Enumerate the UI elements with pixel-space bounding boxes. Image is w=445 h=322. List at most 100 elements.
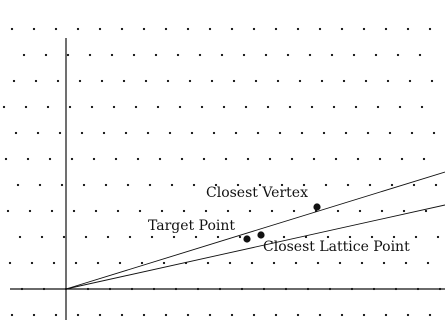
- closest-lattice-point-label: Closest Lattice Point: [263, 239, 410, 255]
- lattice-point: [50, 209, 54, 213]
- lattice-point: [4, 157, 8, 161]
- lattice-point: [74, 261, 78, 265]
- lattice-point: [30, 261, 34, 265]
- lattice-point: [106, 235, 110, 239]
- lattice-point: [142, 313, 146, 317]
- lattice-point: [408, 79, 412, 83]
- lattice-point: [396, 53, 400, 57]
- lattice-point: [186, 313, 190, 317]
- lattice-point: [142, 27, 146, 31]
- lattice-point: [94, 209, 98, 213]
- lattice-point: [172, 235, 176, 239]
- lattice-point: [354, 105, 358, 109]
- lattice-point: [398, 105, 402, 109]
- lattice-point: [352, 53, 356, 57]
- lattice-point: [412, 183, 416, 187]
- lattice-point: [230, 27, 234, 31]
- closest-lattice-point: [257, 231, 265, 239]
- lattice-point: [66, 53, 70, 57]
- lattice-point: [302, 183, 306, 187]
- lattice-point: [120, 313, 124, 317]
- lattice-point: [326, 235, 330, 239]
- lattice-point: [8, 261, 12, 265]
- lattice-point: [122, 79, 126, 83]
- lattice-point: [224, 157, 228, 161]
- lattice-point: [164, 313, 168, 317]
- lattice-point: [304, 235, 308, 239]
- lattice-point: [124, 131, 128, 135]
- lattice-point: [102, 131, 106, 135]
- lattice-point: [380, 209, 384, 213]
- lattice-point: [402, 209, 406, 213]
- lattice-point: [68, 105, 72, 109]
- target-point-label: Target Point: [148, 218, 235, 234]
- lattice-point: [374, 53, 378, 57]
- lattice-point: [308, 53, 312, 57]
- lattice-point: [38, 183, 42, 187]
- lattice-point: [248, 209, 252, 213]
- lattice-point: [244, 105, 248, 109]
- lattice-point: [178, 105, 182, 109]
- lattice-point: [208, 313, 212, 317]
- lattice-point: [202, 157, 206, 161]
- lattice-point: [430, 79, 434, 83]
- lattice-point: [418, 53, 422, 57]
- lattice-point: [2, 105, 6, 109]
- lattice-point: [376, 105, 380, 109]
- lattice-point: [226, 209, 230, 213]
- lattice-point-grid: [2, 27, 442, 317]
- lattice-point: [112, 105, 116, 109]
- lattice-point: [272, 261, 276, 265]
- lattice-point: [206, 261, 210, 265]
- lattice-point: [16, 183, 20, 187]
- lattice-point: [234, 131, 238, 135]
- lattice-point: [76, 313, 80, 317]
- lattice-point: [406, 313, 410, 317]
- lattice-point: [338, 261, 342, 265]
- lattice-point: [292, 209, 296, 213]
- lattice-point: [274, 313, 278, 317]
- lattice-point: [318, 27, 322, 31]
- lattice-point: [28, 209, 32, 213]
- lattice-point: [404, 261, 408, 265]
- lattice-point: [362, 27, 366, 31]
- lattice-point: [54, 313, 58, 317]
- lattice-point: [268, 157, 272, 161]
- lattice-point: [388, 131, 392, 135]
- lattice-point: [78, 79, 82, 83]
- lattice-point: [378, 157, 382, 161]
- lattice-point: [156, 105, 160, 109]
- lattice-point: [384, 313, 388, 317]
- lattice-point: [276, 79, 280, 83]
- lattice-point: [62, 235, 66, 239]
- lattice-point: [250, 261, 254, 265]
- lattice-point: [148, 183, 152, 187]
- lattice-point: [134, 105, 138, 109]
- lattice-point: [92, 157, 96, 161]
- lattice-point: [192, 183, 196, 187]
- lattice-point: [116, 209, 120, 213]
- lattice-point: [118, 261, 122, 265]
- lattice-point: [428, 27, 432, 31]
- lattice-point: [84, 235, 88, 239]
- lattice-point: [36, 131, 40, 135]
- lattice-point: [204, 209, 208, 213]
- lattice-point: [264, 53, 268, 57]
- lattice-point: [220, 53, 224, 57]
- lattice-point: [198, 53, 202, 57]
- lattice-point: [330, 53, 334, 57]
- lattice-point: [228, 261, 232, 265]
- lattice-point: [22, 53, 26, 57]
- lattice-point: [26, 157, 30, 161]
- lattice-point: [332, 105, 336, 109]
- closest-vertex-label: Closest Vertex: [206, 185, 308, 201]
- lattice-point: [296, 27, 300, 31]
- lattice-point: [294, 261, 298, 265]
- lattice-point: [80, 131, 84, 135]
- lattice-point: [270, 209, 274, 213]
- lattice-point: [214, 183, 218, 187]
- lattice-point: [362, 313, 366, 317]
- lattice-point: [14, 131, 18, 135]
- lattice-point: [162, 261, 166, 265]
- lattice-point: [236, 183, 240, 187]
